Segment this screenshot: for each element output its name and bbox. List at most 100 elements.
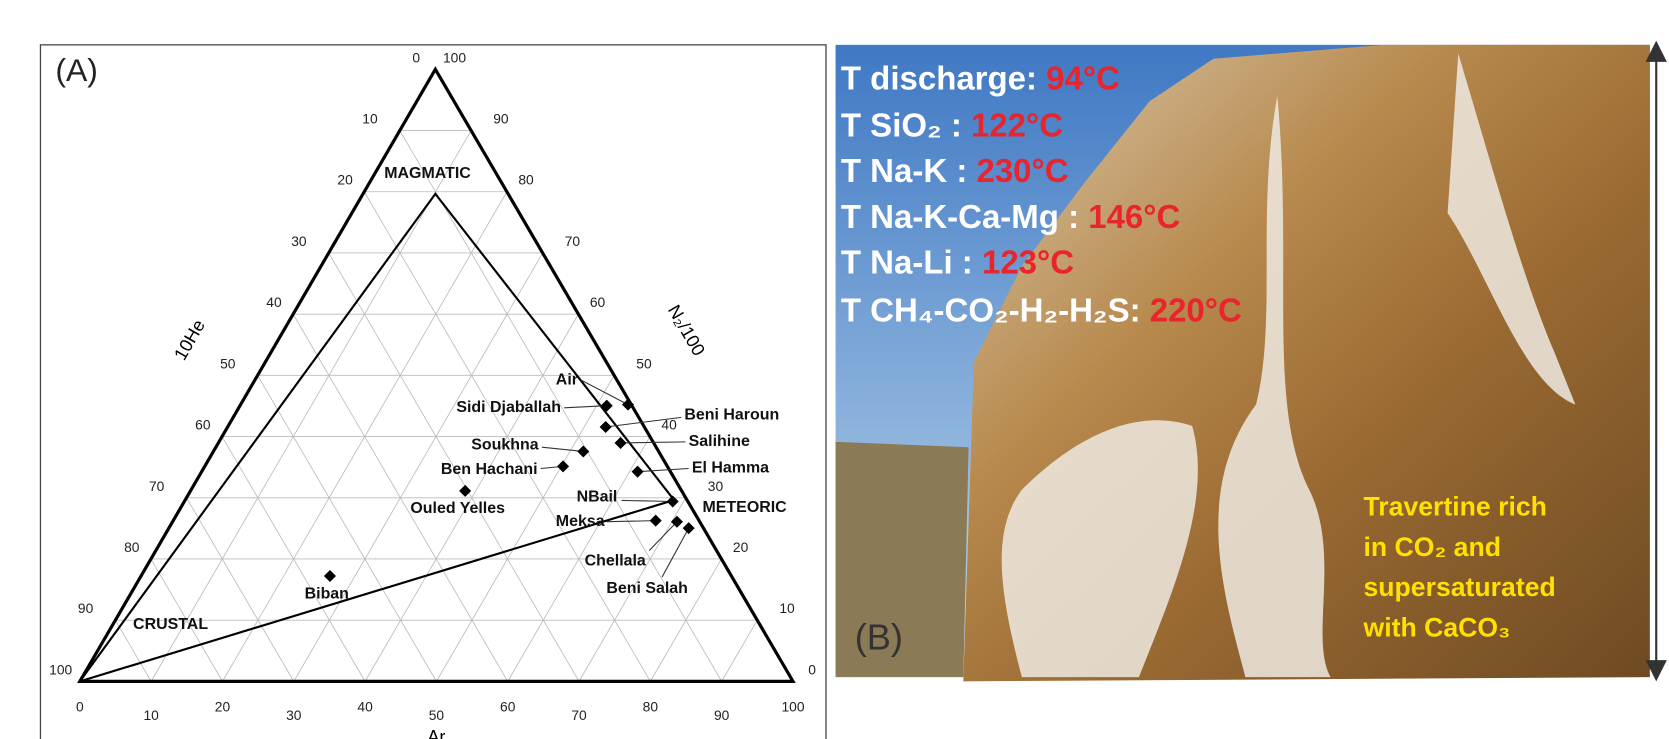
- grid-line: [115, 619, 152, 682]
- sample-label: Ben Hachani: [441, 461, 538, 478]
- left-tick-label: 20: [337, 172, 353, 188]
- photo-ground: [835, 441, 969, 678]
- leader-line: [637, 467, 689, 473]
- sample-label: Air: [556, 371, 578, 388]
- bottom-tick-label: 20: [215, 699, 231, 715]
- right-tick-label: 30: [708, 478, 724, 494]
- ternary-triangle: [77, 66, 796, 683]
- ticks: 0102030405060708090100100908070605040302…: [49, 49, 816, 723]
- grid-line: [649, 558, 722, 682]
- right-tick-label: 60: [590, 294, 606, 310]
- note-line: with CaCO₃: [1363, 613, 1511, 643]
- right-tick-label: 70: [565, 233, 581, 249]
- temperature-name: T SiO₂ :: [841, 106, 971, 143]
- bottom-tick-label: 90: [714, 707, 730, 723]
- temperature-value: 220°C: [1150, 292, 1242, 329]
- panel-a-frame: [39, 44, 827, 739]
- left-tick-label: 10: [362, 111, 378, 127]
- sample-label: El Hamma: [692, 460, 769, 477]
- sample-label: Chellala: [585, 552, 646, 569]
- ternary-grid: [115, 130, 758, 682]
- temperature-line: T Na-Li : 123°C: [841, 244, 1074, 281]
- grid-line: [507, 436, 651, 682]
- temperature-value: 122°C: [971, 106, 1063, 143]
- temperature-value: 230°C: [976, 152, 1068, 189]
- note-line: Travertine rich: [1364, 491, 1547, 521]
- right-tick-label: 10: [779, 600, 795, 616]
- sample-point: [600, 399, 613, 412]
- temperature-list: T discharge: 94°C T SiO₂ : 122°C T Na-K : …: [841, 60, 1242, 329]
- right-tick-label: 50: [636, 355, 652, 371]
- left-tick-label: 0: [412, 49, 420, 65]
- photo-travertine: [1001, 53, 1576, 678]
- grid-line: [328, 252, 580, 682]
- grid-line: [578, 497, 687, 682]
- sample-point: [614, 436, 627, 449]
- region-label: METEORIC: [703, 499, 788, 516]
- right-tick-label: 100: [443, 49, 466, 65]
- leader-line: [661, 527, 690, 578]
- note-line: supersaturated: [1364, 572, 1556, 602]
- sample-label: Soukhna: [471, 436, 538, 453]
- sample-point: [631, 465, 644, 478]
- temperature-line: T discharge: 94°C: [841, 60, 1120, 97]
- leader-line: [620, 441, 686, 444]
- temperature-line: T CH₄-CO₂-H₂-H₂S: 220°C: [841, 292, 1242, 329]
- bottom-tick-label: 30: [286, 707, 302, 723]
- bottom-tick-label: 50: [429, 707, 445, 723]
- panel-label: (B): [855, 616, 903, 657]
- bottom-tick-label: 10: [143, 707, 159, 723]
- samples: Air Sidi Djaballah Beni Haroun Salihine Souk…: [305, 371, 780, 602]
- sample-point: [557, 460, 570, 473]
- note-line: in CO₂ and: [1364, 532, 1501, 562]
- leader-line: [541, 446, 584, 452]
- left-tick-label: 100: [49, 661, 72, 677]
- crustal-boundary: [79, 499, 674, 683]
- left-tick-label: 80: [124, 539, 140, 555]
- leader-line: [564, 405, 607, 409]
- sample-point: [323, 569, 336, 583]
- grid-line: [150, 558, 223, 682]
- left-tick-label: 90: [78, 600, 94, 616]
- right-tick-label: 0: [808, 661, 816, 677]
- temperature-value: 123°C: [982, 244, 1074, 281]
- temperature-line: T SiO₂ : 122°C: [841, 106, 1063, 143]
- sample-label: NBail: [577, 488, 618, 505]
- bottom-tick-label: 70: [571, 707, 587, 723]
- bottom-tick-label: 100: [781, 699, 804, 715]
- bottom-tick-label: 0: [76, 699, 84, 715]
- sample-label: Beni Salah: [606, 580, 688, 597]
- grid-line: [257, 375, 437, 682]
- sample-point: [599, 420, 612, 433]
- bottom-tick-label: 80: [643, 699, 659, 715]
- region-label: MAGMATIC: [384, 165, 471, 182]
- right-tick-label: 20: [733, 539, 749, 555]
- temperature-name: T Na-K :: [841, 152, 977, 189]
- magmatic-boundary: [78, 192, 674, 683]
- left-tick-label: 40: [266, 294, 282, 310]
- grid-line: [186, 497, 295, 682]
- right-tick-label: 40: [661, 417, 677, 433]
- sample-point: [621, 398, 635, 411]
- sample-label: Biban: [305, 585, 349, 602]
- sample-point: [666, 495, 679, 508]
- temperature-name: T Na-Li :: [841, 244, 982, 281]
- right-tick-label: 90: [493, 111, 509, 127]
- sample-point: [459, 484, 472, 497]
- temperature-value: 94°C: [1046, 60, 1120, 97]
- panel-label: (A): [55, 52, 98, 88]
- leader-line: [621, 499, 673, 503]
- leader-line: [580, 379, 629, 406]
- right-tick-label: 80: [518, 172, 534, 188]
- temperature-line: T Na-K-Ca-Mg : 146°C: [841, 198, 1180, 235]
- grid-line: [150, 130, 472, 682]
- note: Travertine rich in CO₂ and supersaturated w…: [1363, 491, 1556, 642]
- grid-line: [436, 375, 615, 682]
- grid-line: [721, 619, 758, 682]
- sample-label: Meksa: [556, 513, 605, 530]
- leader-line: [648, 521, 678, 551]
- bottom-tick-label: 60: [500, 699, 516, 715]
- left-tick-label: 70: [149, 478, 165, 494]
- left-tick-label: 30: [291, 233, 307, 249]
